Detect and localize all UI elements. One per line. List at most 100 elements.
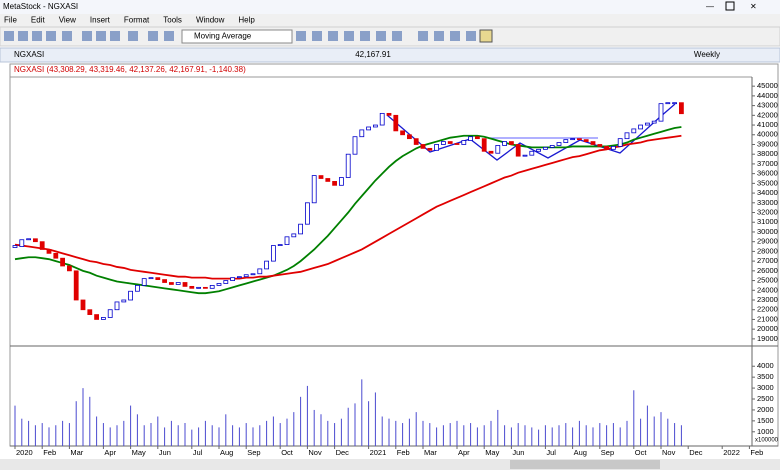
trendline bbox=[386, 103, 676, 161]
menu-item[interactable]: Edit bbox=[31, 16, 46, 25]
candle bbox=[60, 257, 65, 267]
tool-button[interactable] bbox=[110, 31, 120, 41]
menu-item[interactable]: Tools bbox=[163, 16, 182, 25]
x-tick-label: Aug bbox=[574, 448, 587, 457]
x-tick-label: 2022 bbox=[723, 448, 740, 457]
x-tick-label: Sep bbox=[601, 448, 614, 457]
minimize-button[interactable]: — bbox=[706, 2, 714, 11]
candle bbox=[454, 143, 460, 145]
candle bbox=[53, 252, 59, 259]
y-tick-label: 44000 bbox=[757, 91, 778, 100]
y-tick-label: 38000 bbox=[757, 149, 778, 158]
tool-button[interactable] bbox=[62, 31, 72, 41]
menu-item[interactable]: Help bbox=[238, 16, 255, 25]
y-tick-label: 29000 bbox=[757, 237, 778, 246]
candle bbox=[556, 142, 562, 146]
candle bbox=[481, 138, 487, 152]
menu-item[interactable]: Format bbox=[124, 16, 150, 25]
candle bbox=[529, 150, 535, 156]
tool-button[interactable] bbox=[479, 29, 493, 43]
x-tick-label: Feb bbox=[397, 448, 410, 457]
candle bbox=[134, 285, 140, 292]
close-button[interactable]: ✕ bbox=[750, 2, 757, 11]
x-tick-label: Sep bbox=[247, 448, 260, 457]
volume-tick-label: 1000 bbox=[757, 427, 774, 436]
tool-button[interactable] bbox=[466, 31, 476, 41]
scrollbar[interactable] bbox=[0, 459, 780, 470]
tool-button[interactable] bbox=[128, 31, 138, 41]
y-tick-label: 26000 bbox=[757, 266, 778, 275]
x-tick-label: Jul bbox=[193, 448, 203, 457]
candle bbox=[434, 144, 440, 151]
candle bbox=[318, 175, 324, 179]
volume-tick-label: 2500 bbox=[757, 394, 774, 403]
x-tick-label: Jun bbox=[159, 448, 171, 457]
tool-button[interactable] bbox=[46, 31, 56, 41]
x-tick-label: Dec bbox=[689, 448, 703, 457]
y-tick-label: 45000 bbox=[757, 81, 778, 90]
chart-legend: NGXASI (43,308.29, 43,319.46, 42,137.26,… bbox=[14, 65, 246, 74]
candle bbox=[121, 299, 127, 303]
candle bbox=[264, 260, 270, 270]
candle bbox=[162, 279, 168, 283]
candle bbox=[304, 202, 310, 225]
tool-button[interactable] bbox=[450, 31, 460, 41]
tool-button[interactable] bbox=[418, 31, 428, 41]
volume-unit: x100000 bbox=[755, 438, 779, 444]
candle bbox=[413, 138, 419, 145]
tool-button[interactable] bbox=[312, 31, 322, 41]
candle bbox=[182, 282, 188, 287]
y-tick-label: 20000 bbox=[757, 324, 778, 333]
x-tick-label: 2021 bbox=[370, 448, 387, 457]
candle bbox=[73, 270, 79, 301]
menu-item[interactable]: View bbox=[59, 16, 76, 25]
y-tick-label: 28000 bbox=[757, 246, 778, 255]
candle bbox=[19, 239, 25, 247]
menu-item[interactable]: Window bbox=[196, 16, 225, 25]
y-tick-label: 27000 bbox=[757, 256, 778, 265]
y-tick-label: 42000 bbox=[757, 110, 778, 119]
tool-button[interactable] bbox=[18, 31, 28, 41]
menu-item[interactable]: Insert bbox=[90, 16, 111, 25]
x-tick-label: Dec bbox=[336, 448, 350, 457]
candle bbox=[508, 141, 514, 145]
candle bbox=[94, 314, 99, 320]
tool-button[interactable] bbox=[82, 31, 92, 41]
candle bbox=[250, 273, 256, 276]
tool-button[interactable] bbox=[344, 31, 354, 41]
scroll-thumb[interactable] bbox=[510, 460, 660, 469]
tool-button[interactable] bbox=[4, 31, 14, 41]
window-title: MetaStock - NGXASI bbox=[3, 2, 78, 11]
volume-tick-label: 1500 bbox=[757, 416, 774, 425]
tool-button[interactable] bbox=[392, 31, 402, 41]
tool-button[interactable] bbox=[328, 31, 338, 41]
tool-button[interactable] bbox=[376, 31, 386, 41]
tool-button[interactable] bbox=[96, 31, 106, 41]
candle bbox=[474, 136, 480, 140]
maximize-button[interactable] bbox=[725, 1, 735, 11]
x-tick-label: Feb bbox=[43, 448, 56, 457]
candle bbox=[440, 141, 446, 145]
candle bbox=[502, 141, 508, 146]
candle bbox=[495, 145, 501, 154]
candle bbox=[209, 285, 215, 289]
tool-button[interactable] bbox=[148, 31, 158, 41]
tool-button[interactable] bbox=[32, 31, 42, 41]
candle bbox=[679, 102, 684, 115]
tool-button[interactable] bbox=[296, 31, 306, 41]
tool-button[interactable] bbox=[434, 31, 444, 41]
candle bbox=[168, 282, 174, 285]
y-tick-label: 40000 bbox=[757, 130, 778, 139]
candle bbox=[400, 130, 406, 136]
indicator-dropdown[interactable] bbox=[181, 29, 293, 44]
candle bbox=[107, 309, 113, 318]
candle bbox=[651, 120, 657, 124]
menu-item[interactable]: File bbox=[4, 16, 17, 25]
candle bbox=[617, 138, 623, 147]
candle bbox=[583, 139, 589, 142]
tool-button[interactable] bbox=[360, 31, 370, 41]
candle bbox=[611, 146, 616, 150]
candle bbox=[345, 153, 351, 178]
tool-button[interactable] bbox=[164, 31, 174, 41]
candle bbox=[141, 278, 147, 286]
